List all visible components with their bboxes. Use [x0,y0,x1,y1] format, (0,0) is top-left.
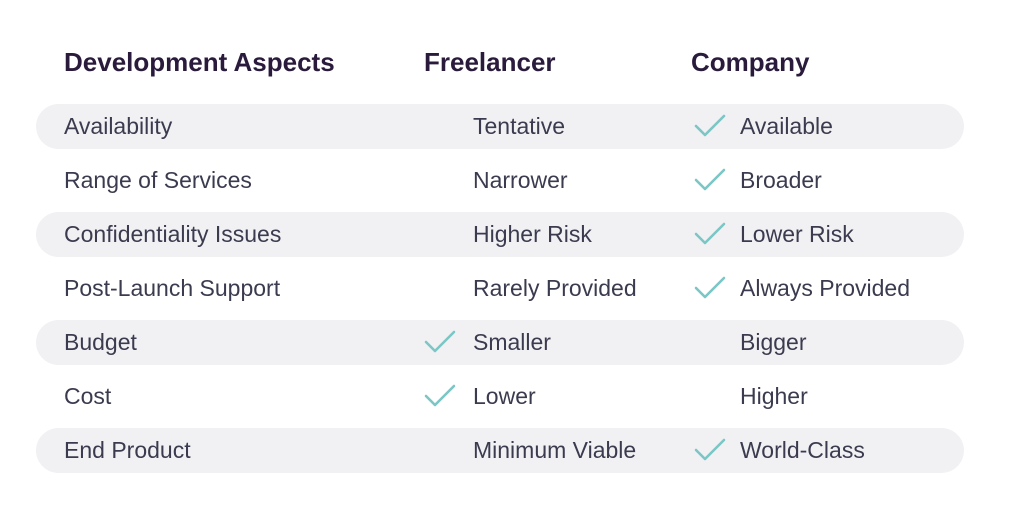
check-icon [423,381,457,411]
table-row: Confidentiality Issues Higher Risk Lower… [0,212,1024,266]
freelancer-cell: Narrower [473,167,568,193]
row-band [36,320,964,365]
check-icon [693,435,727,465]
aspect-cell: Post-Launch Support [64,275,281,301]
company-cell: Lower Risk [740,221,854,247]
table-row: Cost Lower Higher [0,374,1024,428]
aspect-cell: Range of Services [64,167,252,193]
table-row: Budget Smaller Bigger [0,320,1024,374]
table-row: Availability Tentative Available [0,104,1024,158]
aspect-cell: Confidentiality Issues [64,221,282,247]
header-freelancer: Freelancer [424,47,556,77]
aspect-cell: End Product [64,437,191,463]
freelancer-cell: Tentative [473,113,566,139]
table-row: Post-Launch Support Rarely Provided Alwa… [0,266,1024,320]
header-company: Company [691,47,810,77]
table-body: Availability Tentative Available Range o… [0,104,1024,482]
freelancer-cell: Lower [473,383,536,409]
check-icon [423,327,457,357]
row-band [36,212,964,257]
row-band [36,104,964,149]
table-row: Range of Services Narrower Broader [0,158,1024,212]
company-cell: Available [740,113,833,139]
company-cell: Bigger [740,329,807,355]
company-cell: Broader [740,167,822,193]
company-cell: Always Provided [740,275,911,301]
check-icon [693,273,727,303]
aspect-cell: Availability [64,113,173,139]
check-icon [693,165,727,195]
table-header: Development Aspects Freelancer Company [0,42,1024,82]
aspect-cell: Budget [64,329,137,355]
freelancer-cell: Rarely Provided [473,275,637,301]
check-icon [693,219,727,249]
company-cell: World-Class [740,437,865,463]
aspect-cell: Cost [64,383,112,409]
company-cell: Higher [740,383,808,409]
freelancer-cell: Higher Risk [473,221,592,247]
check-icon [693,111,727,141]
header-development-aspects: Development Aspects [64,47,335,77]
freelancer-cell: Minimum Viable [473,437,637,463]
table-row: End Product Minimum Viable World-Class [0,428,1024,482]
row-band [36,428,964,473]
freelancer-cell: Smaller [473,329,551,355]
